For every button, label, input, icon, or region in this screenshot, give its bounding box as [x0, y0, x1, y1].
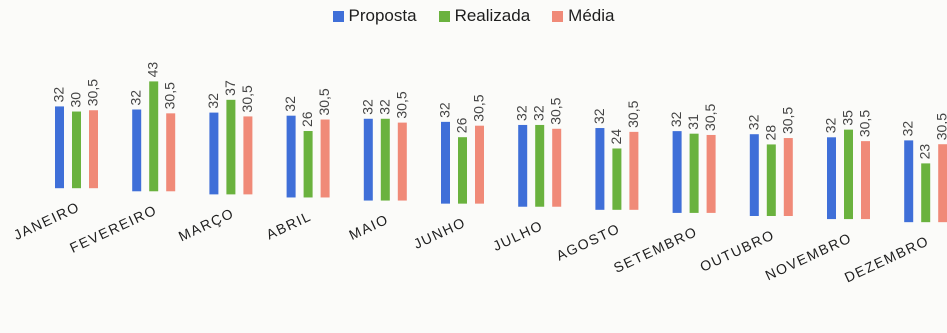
data-label-proposta-7: 32 — [514, 105, 530, 121]
legend-item-media: Média — [552, 6, 614, 26]
bar-media-2 — [166, 113, 176, 192]
bar-realizada-6 — [458, 137, 467, 204]
legend-label-media: Média — [568, 6, 615, 25]
category-label-2: FEVEREIRO — [67, 202, 159, 256]
legend-label-realizada: Realizada — [454, 6, 531, 25]
bar-proposta-12 — [904, 140, 914, 223]
data-label-media-5: 30,5 — [393, 91, 409, 118]
data-label-media-8: 30,5 — [625, 100, 641, 127]
data-label-proposta-1: 32 — [51, 87, 67, 103]
category-label-4: ABRIL — [264, 208, 314, 243]
data-label-proposta-6: 32 — [437, 102, 453, 118]
data-label-realizada-8: 24 — [608, 129, 624, 145]
category-label-7: JULHO — [490, 217, 545, 254]
category-label-1: JANEIRO — [11, 198, 82, 243]
data-label-proposta-11: 32 — [823, 118, 839, 134]
bar-realizada-3 — [226, 99, 236, 195]
data-label-media-1: 30,5 — [85, 79, 101, 106]
bar-realizada-5 — [380, 118, 390, 201]
data-label-proposta-10: 32 — [745, 114, 761, 130]
bar-realizada-10 — [766, 144, 776, 216]
bar-proposta-9 — [672, 131, 682, 213]
bar-media-7 — [552, 128, 562, 207]
data-label-media-4: 30,5 — [316, 88, 332, 115]
bar-proposta-6 — [441, 121, 450, 204]
bar-proposta-4 — [286, 115, 296, 198]
data-label-media-10: 30,5 — [779, 107, 795, 134]
data-label-proposta-9: 32 — [668, 111, 684, 127]
bar-proposta-8 — [595, 128, 605, 210]
data-label-realizada-5: 32 — [376, 99, 392, 115]
legend-swatch-media — [552, 10, 564, 22]
bar-proposta-11 — [827, 137, 836, 220]
bar-proposta-10 — [749, 134, 759, 216]
data-label-proposta-3: 32 — [205, 93, 221, 109]
data-label-realizada-11: 35 — [840, 110, 856, 126]
data-label-media-6: 30,5 — [471, 94, 487, 121]
legend-swatch-realizada — [438, 10, 450, 22]
category-label-8: AGOSTO — [554, 220, 623, 264]
data-label-proposta-5: 32 — [359, 99, 375, 115]
legend-swatch-proposta — [332, 10, 344, 22]
category-label-3: MARÇO — [176, 205, 237, 245]
data-label-proposta-12: 32 — [900, 121, 916, 137]
data-label-realizada-12: 23 — [917, 144, 933, 160]
bar-media-10 — [783, 138, 793, 216]
chart-legend: Proposta Realizada Média — [0, 6, 947, 26]
bar-proposta-3 — [209, 112, 219, 195]
data-label-realizada-7: 32 — [531, 105, 547, 121]
bar-media-4 — [320, 119, 330, 198]
legend-item-realizada: Realizada — [438, 6, 531, 26]
bar-proposta-2 — [132, 109, 142, 192]
data-label-media-9: 30,5 — [702, 103, 718, 130]
bar-proposta-7 — [518, 124, 528, 207]
category-label-6: JUNHO — [411, 214, 468, 252]
data-label-media-12: 30,5 — [934, 113, 947, 140]
bar-realizada-8 — [612, 148, 622, 210]
bar-realizada-2 — [149, 81, 159, 192]
data-label-realizada-2: 43 — [145, 62, 161, 78]
bar-media-11 — [861, 141, 870, 220]
data-label-proposta-4: 32 — [282, 96, 298, 112]
bar-realizada-4 — [303, 131, 313, 198]
bar-media-5 — [397, 122, 407, 201]
bar-proposta-1 — [55, 106, 64, 189]
legend-item-proposta: Proposta — [332, 6, 417, 26]
category-label-12: DEZEMBRO — [842, 232, 932, 285]
bar-media-12 — [938, 144, 947, 223]
data-label-proposta-2: 32 — [128, 90, 144, 106]
category-label-9: SETEMBRO — [611, 223, 700, 276]
bar-media-3 — [243, 116, 253, 195]
bar-realizada-9 — [689, 133, 699, 213]
bar-realizada-7 — [535, 124, 545, 207]
data-label-media-3: 30,5 — [239, 85, 255, 112]
legend-label-proposta: Proposta — [348, 6, 417, 25]
bar-realizada-11 — [844, 129, 853, 220]
bar-media-8 — [629, 131, 639, 210]
data-label-media-7: 30,5 — [548, 97, 564, 124]
bar-realizada-12 — [921, 163, 931, 223]
data-label-proposta-8: 32 — [591, 108, 607, 124]
data-label-realizada-1: 30 — [68, 92, 84, 108]
category-label-5: MAIO — [346, 211, 391, 243]
bar-proposta-5 — [363, 118, 373, 201]
data-label-realizada-6: 26 — [454, 117, 470, 133]
category-label-11: NOVEMBRO — [763, 229, 855, 283]
bar-media-1 — [89, 110, 98, 189]
data-label-realizada-3: 37 — [222, 80, 238, 96]
data-label-realizada-10: 28 — [762, 125, 778, 141]
bar-realizada-1 — [72, 111, 81, 189]
data-label-media-2: 30,5 — [162, 82, 178, 109]
data-label-media-11: 30,5 — [857, 110, 873, 137]
bar-media-6 — [475, 125, 484, 204]
bar-media-9 — [706, 134, 716, 213]
data-label-realizada-4: 26 — [299, 111, 315, 127]
data-label-realizada-9: 31 — [685, 114, 701, 130]
